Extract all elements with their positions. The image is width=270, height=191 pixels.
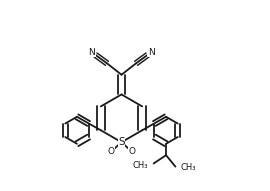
Text: N: N <box>148 48 154 57</box>
Text: O: O <box>107 147 114 156</box>
Text: N: N <box>89 48 95 57</box>
Text: CH₃: CH₃ <box>181 163 196 172</box>
Text: O: O <box>129 147 136 156</box>
Text: S: S <box>118 137 125 147</box>
Text: CH₃: CH₃ <box>133 161 149 170</box>
